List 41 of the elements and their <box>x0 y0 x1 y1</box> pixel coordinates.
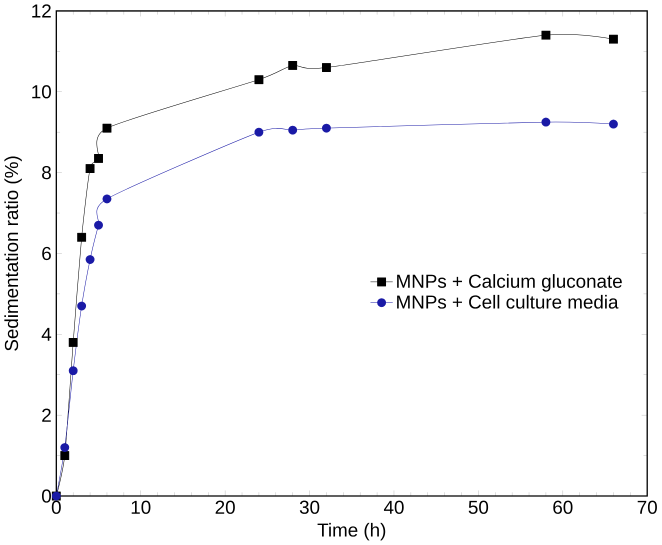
point <box>609 34 618 44</box>
x-tick-label: 0 <box>52 500 61 514</box>
y-tick-label: 6 <box>42 246 51 260</box>
x-tick-label: 70 <box>638 500 657 514</box>
point <box>60 443 70 452</box>
point <box>94 154 103 164</box>
y-tick-label: 4 <box>42 328 52 341</box>
point <box>77 302 86 311</box>
point <box>254 75 264 84</box>
point <box>322 124 331 133</box>
point <box>609 120 618 129</box>
point <box>541 118 550 127</box>
y-tick-label: 8 <box>42 166 51 180</box>
x-tick-label: 10 <box>132 500 150 514</box>
point <box>86 164 95 174</box>
point <box>102 194 112 204</box>
point <box>60 451 70 460</box>
y-tick-label: 2 <box>42 408 51 422</box>
x-tick-label: 60 <box>553 500 573 514</box>
point <box>254 128 264 137</box>
y-tick-label: 10 <box>32 85 51 99</box>
x-axis-title: Time (h) <box>318 523 386 541</box>
point <box>102 124 112 133</box>
x-tick-label: 20 <box>216 500 235 514</box>
x-tick-label: 30 <box>300 500 320 514</box>
point <box>94 220 103 230</box>
legend-label: MNPs + Cell culture media <box>397 295 618 309</box>
point <box>86 255 95 264</box>
point <box>541 30 550 40</box>
point <box>68 338 78 347</box>
point <box>68 366 78 376</box>
y-axis-title: Sedimentation ratio (%) <box>4 156 22 351</box>
point <box>288 126 298 135</box>
x-tick-label: 40 <box>384 500 404 514</box>
point <box>288 61 298 70</box>
point <box>77 232 86 242</box>
point <box>322 63 331 72</box>
y-tick-label: 0 <box>42 489 51 503</box>
legend-label: MNPs + Calcium gluconate <box>397 274 622 292</box>
x-tick-label: 50 <box>468 500 488 514</box>
y-tick-label: 12 <box>32 4 51 18</box>
